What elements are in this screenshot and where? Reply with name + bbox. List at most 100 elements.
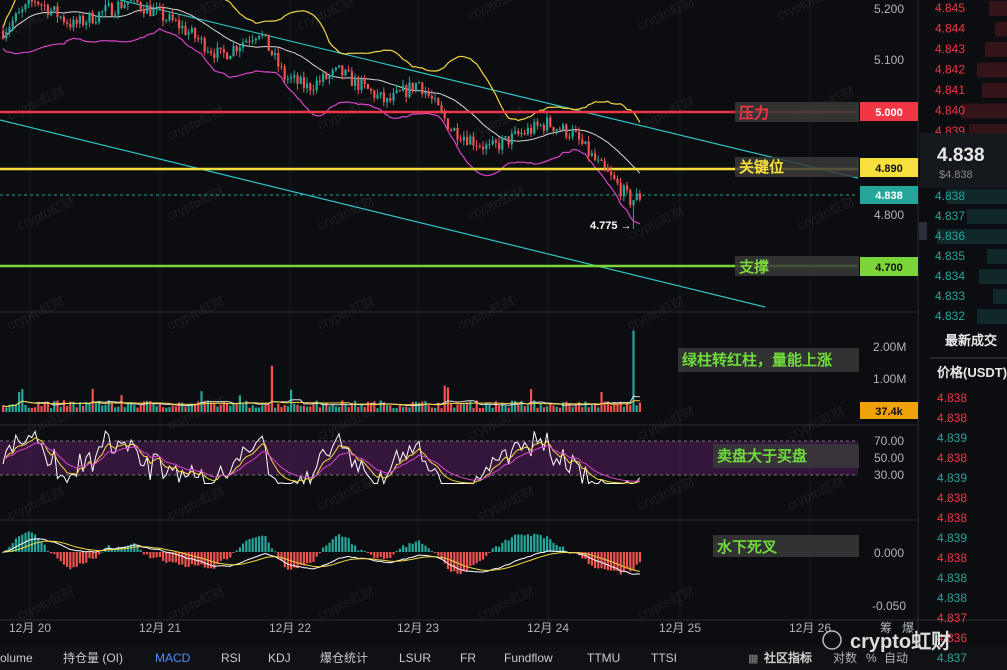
- community-icon[interactable]: ▦: [748, 653, 758, 665]
- candle-body: [430, 95, 433, 99]
- bid-price[interactable]: 4.835: [935, 249, 965, 263]
- macd-bar: [53, 552, 56, 555]
- percent-scale-button[interactable]: %: [866, 651, 877, 665]
- tab-olume[interactable]: olume: [0, 651, 33, 665]
- volume-bar: [296, 404, 299, 412]
- macd-bar: [360, 549, 363, 552]
- volume-bar: [190, 403, 193, 412]
- tab-fr[interactable]: FR: [460, 651, 476, 665]
- volume-bar: [539, 404, 542, 412]
- candle-body: [488, 144, 491, 146]
- ask-price[interactable]: 4.844: [935, 22, 965, 36]
- candle-body: [386, 97, 389, 103]
- volume-bar: [306, 406, 309, 412]
- volume-bar: [56, 400, 59, 412]
- bid-price[interactable]: 4.834: [935, 269, 965, 283]
- tab-[interactable]: 爆仓统计: [320, 651, 368, 665]
- macd-bar: [619, 552, 622, 575]
- trade-price: 4.838: [937, 551, 967, 565]
- macd-bar: [110, 548, 113, 552]
- macd-bar: [565, 550, 568, 552]
- macd-annotation-bg: [713, 535, 859, 557]
- candle-body: [277, 53, 280, 67]
- tab-oi[interactable]: 持仓量 (OI): [63, 650, 123, 665]
- auto-scale-button[interactable]: 自动: [884, 651, 908, 665]
- tab-rsi[interactable]: RSI: [221, 651, 241, 665]
- volume-bar: [290, 389, 293, 412]
- volume-bar: [437, 402, 440, 412]
- volume-bar: [632, 330, 635, 412]
- candle-body: [584, 141, 587, 144]
- order-book-bids: 4.838 4.837 4.836 4.835 4.834 4.833 4.832: [935, 189, 1007, 324]
- macd-bar: [222, 552, 225, 560]
- volume-bar: [389, 405, 392, 412]
- date-label-5: 12月 25: [659, 621, 701, 635]
- date-label-1: 12月 21: [139, 621, 181, 635]
- corner-label-1[interactable]: 筹: [880, 621, 892, 635]
- volume-bar: [578, 402, 581, 412]
- candle-body: [11, 20, 14, 28]
- log-scale-button[interactable]: 对数: [833, 650, 857, 665]
- volume-bar: [552, 405, 555, 412]
- candle-body: [62, 16, 65, 23]
- tab-macd[interactable]: MACD: [155, 651, 191, 665]
- corner-label-2[interactable]: 爆: [902, 621, 914, 635]
- volume-bar: [130, 403, 133, 412]
- candle-body: [469, 136, 472, 145]
- community-indicators-button[interactable]: 社区指标: [763, 650, 812, 665]
- macd-bar: [72, 552, 75, 568]
- volume-bar: [254, 407, 257, 412]
- candle-body: [91, 12, 94, 24]
- macd-bar: [354, 545, 357, 552]
- candle-body: [597, 159, 600, 161]
- candle-body: [328, 75, 331, 79]
- macd-bar: [517, 534, 520, 552]
- bid-price[interactable]: 4.837: [935, 209, 965, 223]
- trade-price: 4.837: [937, 651, 967, 665]
- volume-bar: [418, 402, 421, 412]
- volume-bar: [187, 403, 190, 412]
- volume-tick-1m: 1.00M: [873, 372, 906, 386]
- bid-price[interactable]: 4.833: [935, 289, 965, 303]
- candle-body: [440, 105, 443, 112]
- macd-bar: [261, 535, 264, 552]
- macd-bar: [408, 543, 411, 552]
- volume-bar: [472, 407, 475, 412]
- volume-bar: [411, 401, 414, 412]
- candle-body: [66, 22, 69, 24]
- tab-ttsi[interactable]: TTSI: [651, 651, 677, 665]
- candle-body: [126, 1, 129, 5]
- volume-bar: [184, 406, 187, 412]
- macd-bar: [520, 534, 523, 552]
- bid-price[interactable]: 4.836: [935, 229, 965, 243]
- tab-ttmu[interactable]: TTMU: [587, 651, 620, 665]
- macd-bar: [626, 552, 629, 569]
- macd-bar: [539, 535, 542, 552]
- tab-fundflow[interactable]: Fundflow: [504, 651, 553, 665]
- ask-price[interactable]: 4.842: [935, 63, 965, 77]
- ask-price[interactable]: 4.845: [935, 1, 965, 15]
- candle-body: [453, 128, 456, 131]
- ask-price[interactable]: 4.841: [935, 83, 965, 97]
- candle-body: [366, 83, 369, 89]
- rsi-annotation-bg: [713, 444, 859, 468]
- macd-bar: [507, 540, 510, 552]
- candle-body: [482, 146, 485, 150]
- bollinger-lower: [2, 27, 641, 225]
- sidebar-drag-handle[interactable]: [919, 222, 927, 240]
- volume-bar: [613, 402, 616, 412]
- candle-body: [498, 142, 501, 150]
- volume-bar: [206, 400, 209, 412]
- bid-price[interactable]: 4.838: [935, 189, 965, 203]
- tab-kdj[interactable]: KDJ: [268, 651, 291, 665]
- bid-price[interactable]: 4.832: [935, 309, 965, 323]
- rsi-tick-50: 50.00: [874, 451, 904, 465]
- macd-bar: [232, 552, 235, 553]
- ask-price[interactable]: 4.843: [935, 42, 965, 56]
- ask-price[interactable]: 4.840: [935, 104, 965, 118]
- macd-bar: [184, 552, 187, 567]
- tab-lsur[interactable]: LSUR: [399, 651, 431, 665]
- volume-bar: [482, 407, 485, 412]
- macd-bar: [98, 552, 101, 555]
